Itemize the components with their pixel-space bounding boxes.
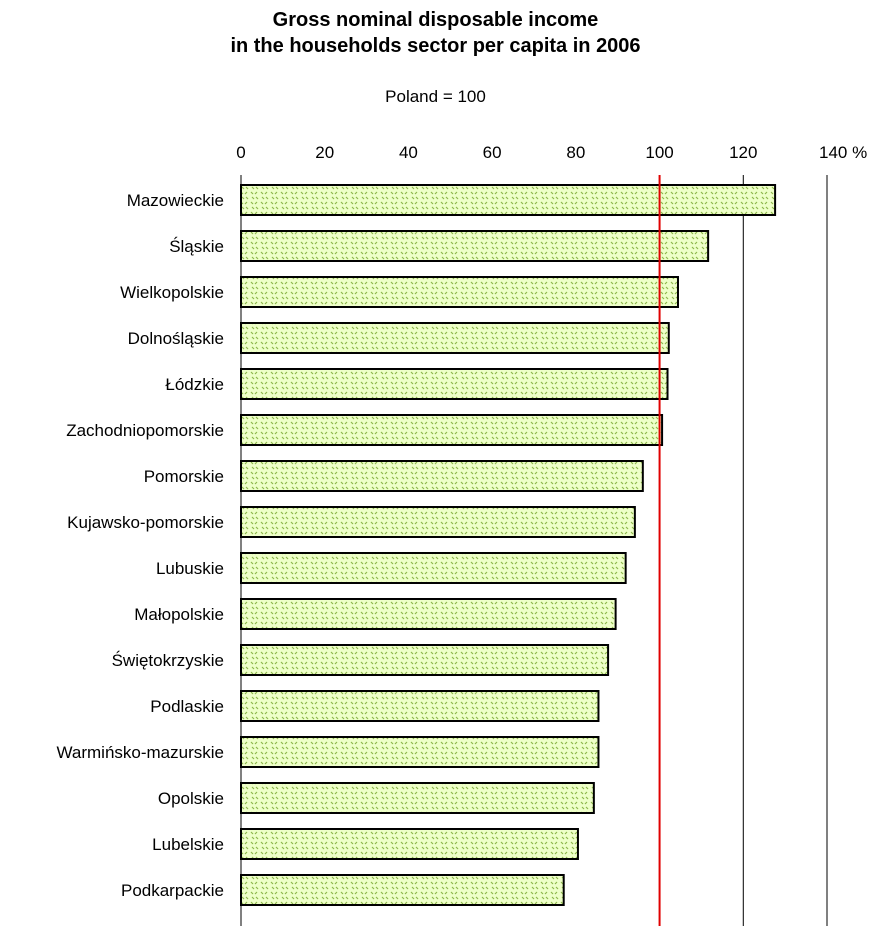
category-label: Mazowieckie [127,191,224,210]
x-tick-label: 20 [315,143,334,162]
category-label: Świętokrzyskie [112,651,224,670]
bar [240,414,664,446]
category-label: Podlaskie [150,697,224,716]
x-tick-label: 80 [566,143,585,162]
category-label: Łódzkie [165,375,224,394]
bar [240,506,636,538]
bar [240,276,679,308]
x-tick-label: 140 % [819,143,867,162]
bar [240,690,600,722]
category-label: Śląskie [169,237,224,256]
bar [240,874,565,906]
x-tick-label: 40 [399,143,418,162]
chart-title-line-1: Gross nominal disposable income [272,9,599,31]
x-tick-label: 120 [729,143,757,162]
bar [240,322,670,354]
category-label: Dolnośląskie [128,329,224,348]
category-label: Wielkopolskie [120,283,224,302]
bar [240,230,710,262]
bar [240,368,669,400]
x-tick-label: 100 [645,143,673,162]
category-label: Zachodniopomorskie [66,421,224,440]
bar [240,736,600,768]
category-label: Małopolskie [134,605,224,624]
bar [240,828,579,860]
bar [240,184,777,216]
category-label: Lubelskie [152,835,224,854]
category-label: Pomorskie [144,467,224,486]
x-tick-label: 60 [483,143,502,162]
category-label: Podkarpackie [121,881,224,900]
chart-title-line-2: in the households sector per capita in 2… [230,35,641,57]
bar [240,782,595,814]
chart-subtitle: Poland = 100 [385,87,486,106]
bar [240,552,627,584]
category-label: Lubuskie [156,559,224,578]
x-tick-label: 0 [236,143,245,162]
category-label: Opolskie [158,789,224,808]
bar [240,460,644,492]
bar [240,598,617,630]
bar [240,644,610,676]
category-label: Kujawsko-pomorskie [67,513,224,532]
category-label: Warmińsko-mazurskie [56,743,224,762]
